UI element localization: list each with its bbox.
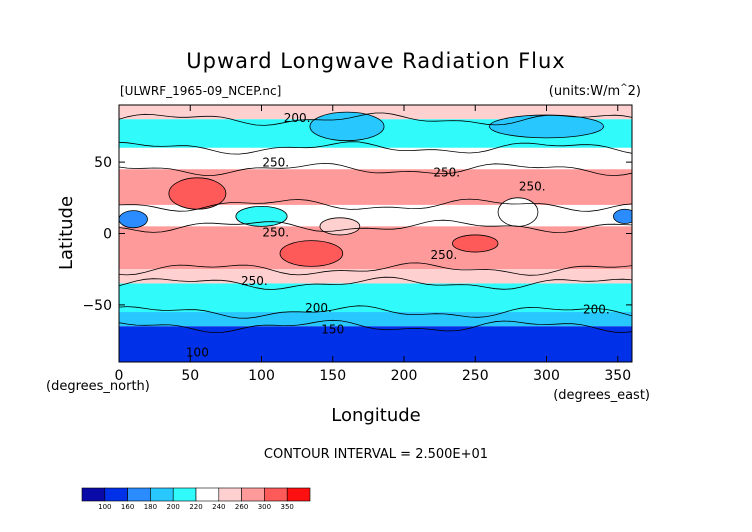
contour-line-6 — [119, 276, 632, 290]
contour-line-8 — [119, 319, 632, 334]
contour-label-6: 250. — [241, 274, 268, 288]
x-tick-label-4: 200 — [391, 368, 418, 384]
x-tick-label-6: 300 — [533, 368, 560, 384]
colorbar-swatch-3 — [150, 487, 174, 502]
x-tick-label-3: 150 — [319, 368, 346, 384]
contour-label-7: 200. — [305, 301, 332, 315]
flux-feature-7 — [613, 208, 632, 224]
x-axis-label: Longitude — [331, 405, 421, 426]
units-label: (units:W/m^2) — [549, 83, 641, 99]
colorbar-level-1: 160 — [121, 503, 134, 511]
contour-interval-text: CONTOUR INTERVAL = 2.500E+01 — [264, 447, 488, 462]
x-unit-label: (degrees_east) — [553, 388, 650, 403]
contour-label-0: 200. — [284, 111, 311, 125]
x-tick-label-7: 350 — [604, 368, 631, 384]
colorbar-level-6: 260 — [235, 503, 248, 511]
flux-feature-5 — [235, 205, 288, 227]
chart-title: Upward Longwave Radiation Flux — [186, 49, 565, 73]
colorbar-level-4: 220 — [189, 503, 202, 511]
colorbar-swatch-8 — [264, 487, 288, 502]
flux-feature-6 — [119, 210, 148, 229]
flux-feature-1 — [279, 240, 344, 267]
colorbar-level-3: 200 — [167, 503, 180, 511]
flux-feature-8 — [319, 217, 361, 236]
contour-label-3: 250. — [262, 155, 289, 169]
y-tick-label-1: 0 — [103, 227, 112, 243]
colorbar-swatch-5 — [195, 487, 220, 502]
heatmap-field — [119, 105, 632, 362]
flux-band-0 — [119, 105, 632, 120]
flux-feature-3 — [309, 111, 385, 142]
colorbar-swatch-6 — [218, 487, 242, 502]
contour-line-0 — [119, 112, 632, 126]
y-unit-label: (degrees_north) — [46, 379, 150, 394]
contour-label-10: 100 — [186, 345, 209, 359]
y-axis: 50 0 −50 — [82, 155, 632, 314]
contour-label-9: 150 — [321, 322, 344, 336]
colorbar-swatch-0 — [81, 487, 106, 502]
flux-feature-4 — [489, 114, 604, 139]
contour-line-3 — [119, 198, 632, 212]
colorbar-swatch-9 — [286, 487, 311, 502]
contour-line-4 — [119, 219, 632, 234]
contour-line-5 — [119, 262, 632, 276]
contour-line-1 — [119, 141, 632, 155]
colorbar-level-5: 240 — [212, 503, 225, 511]
file-label: [ULWRF_1965-09_NCEP.nc] — [120, 84, 281, 98]
colorbar-swatch-2 — [127, 487, 151, 502]
colorbar: 100 160 180 200 220 240 260 300 350 — [81, 487, 311, 511]
contour-label-8: 200. — [583, 302, 610, 316]
flux-band-2 — [119, 147, 632, 170]
y-tick-label-2: −50 — [82, 298, 112, 314]
contour-line-2 — [119, 162, 632, 177]
flux-band-8 — [119, 312, 632, 327]
flux-band-5 — [119, 226, 632, 270]
x-axis: 0 50 100 150 200 250 300 350 — [115, 105, 631, 384]
contour-label-2: 250. — [519, 180, 546, 194]
x-tick-label-1: 50 — [181, 368, 199, 384]
y-axis-label: Latitude — [56, 196, 77, 270]
x-tick-label-0: 0 — [115, 368, 124, 384]
flux-band-6 — [119, 269, 632, 284]
y-tick-label-0: 50 — [94, 155, 112, 171]
contour-lines — [119, 112, 632, 334]
colorbar-swatch-4 — [172, 487, 197, 502]
flux-feature-2 — [452, 234, 499, 253]
x-tick-label-2: 100 — [248, 368, 275, 384]
colorbar-level-2: 180 — [144, 503, 157, 511]
colorbar-swatch-1 — [104, 487, 128, 502]
contour-label-1: 250. — [433, 165, 460, 179]
contour-label-5: 250. — [431, 248, 458, 262]
contour-label-4: 250. — [262, 225, 289, 239]
x-tick-label-5: 250 — [462, 368, 489, 384]
contour-labels: 200. 250. 250. 250. 250. 250. 250. 200. 200. 150 1… — [186, 111, 610, 359]
colorbar-level-7: 300 — [258, 503, 271, 511]
colorbar-level-0: 100 — [98, 503, 111, 511]
colorbar-swatch-7 — [241, 487, 265, 502]
colorbar-level-8: 350 — [281, 503, 294, 511]
contour-line-7 — [119, 305, 632, 319]
flux-feature-9 — [497, 197, 539, 227]
